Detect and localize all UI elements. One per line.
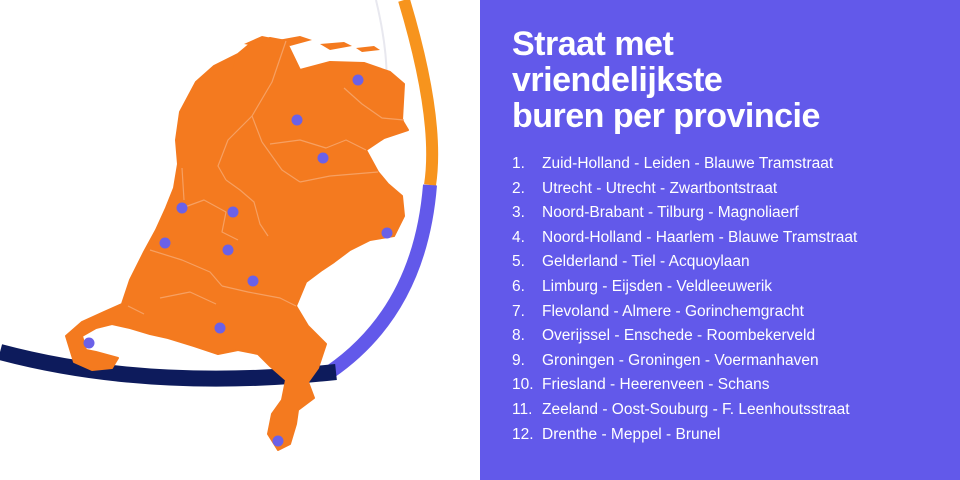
rank-text: Limburg - Eijsden - Veldleeuwerik — [542, 277, 773, 295]
curve-purple-segment — [326, 184, 437, 378]
ranking-item: 10. Friesland - Heerenveen - Schans — [512, 373, 936, 398]
ranking-item: 6. Limburg - Eijsden - Veldleeuwerik — [512, 275, 936, 300]
city-marker-utrecht — [222, 244, 234, 256]
title-line: buren per provincie — [512, 97, 820, 135]
city-marker-heerenveen — [291, 114, 303, 126]
province-border — [221, 285, 297, 307]
city-marker-enschede — [381, 227, 393, 239]
rank-text: Utrecht - Utrecht - Zwartbontstraat — [542, 179, 778, 197]
ranking-item: 8. Overijssel - Enschede - Roombekerveld — [512, 324, 936, 349]
rank-text: Overijssel - Enschede - Roombekerveld — [542, 327, 816, 345]
country-shape — [65, 36, 409, 451]
province-border — [181, 199, 239, 241]
rank-number: 7. — [512, 302, 525, 320]
island-vlieland — [244, 36, 272, 46]
province-border — [299, 171, 379, 183]
city-markers — [83, 74, 393, 447]
rank-text: Friesland - Heerenveen - Schans — [542, 376, 770, 394]
rank-number: 3. — [512, 204, 525, 222]
rank-text: Noord-Brabant - Tilburg - Magnoliaerf — [542, 204, 799, 222]
city-marker-tiel — [247, 275, 259, 287]
province-border — [181, 167, 185, 201]
city-marker-haarlem — [176, 202, 188, 214]
island-schiermonnikoog — [356, 46, 380, 52]
province-borders — [127, 40, 405, 315]
rank-number: 11. — [512, 400, 533, 418]
ranking-item: 9. Groningen - Groningen - Voermanhaven — [512, 349, 936, 374]
rank-number: 6. — [512, 277, 525, 295]
ranking-list: 1. Zuid-Holland - Leiden - Blauwe Tramstr… — [512, 152, 936, 447]
province-border — [261, 141, 301, 183]
rank-text: Zuid-Holland - Leiden - Blauwe Tramstraa… — [542, 155, 834, 172]
city-marker-tilburg — [214, 322, 226, 334]
rank-text: Flevoland - Almere - Gorinchemgracht — [542, 302, 804, 320]
rank-text: Noord-Holland - Haarlem - Blauwe Tramstr… — [542, 228, 858, 246]
island-terschelling — [278, 36, 312, 46]
province-border — [217, 115, 253, 181]
rank-number: 12. — [512, 425, 534, 443]
province-border — [251, 40, 287, 143]
ranking-item: 12. Drenthe - Meppel - Brunel — [512, 423, 936, 448]
rank-text: Drenthe - Meppel - Brunel — [542, 425, 721, 443]
title: Straat met vriendelijkste buren per prov… — [512, 26, 936, 134]
rank-number: 10. — [512, 376, 534, 394]
rank-number: 8. — [512, 327, 525, 345]
ranking-item: 11. Zeeland - Oost-Souburg - F. Leenhouts… — [512, 398, 936, 423]
rank-number: 1. — [512, 155, 525, 172]
province-border — [269, 139, 367, 151]
city-marker-meppel — [317, 152, 329, 164]
rank-number: 5. — [512, 253, 525, 271]
city-marker-groningen — [352, 74, 364, 86]
title-line: vriendelijkste — [512, 61, 723, 99]
island-texel — [218, 56, 236, 84]
province-border — [159, 291, 217, 305]
rank-number: 4. — [512, 228, 525, 246]
rank-number: 9. — [512, 351, 525, 369]
province-border — [149, 249, 223, 287]
city-marker-oost-souburg — [83, 337, 95, 349]
title-line: Straat met — [512, 25, 674, 63]
province-border — [127, 305, 145, 315]
rank-text: Zeeland - Oost-Souburg - F. Leenhoutsstr… — [542, 400, 850, 418]
city-marker-leiden — [159, 237, 171, 249]
province-border — [343, 87, 405, 121]
curve-orange-segment — [398, 0, 439, 186]
rank-text: Gelderland - Tiel - Acquoylaan — [542, 253, 750, 271]
ranking-item: 3. Noord-Brabant - Tilburg - Magnoliaerf — [512, 201, 936, 226]
rank-number: 2. — [512, 179, 525, 197]
ranking-item: 4. Noord-Holland - Haarlem - Blauwe Trams… — [512, 226, 936, 251]
ranking-item: 5. Gelderland - Tiel - Acquoylaan — [512, 250, 936, 275]
ranking-panel: Straat met vriendelijkste buren per prov… — [480, 0, 960, 480]
mainland — [65, 37, 409, 451]
ranking-item: 2. Utrecht - Utrecht - Zwartbontstraat — [512, 177, 936, 202]
rank-text: Groningen - Groningen - Voermanhaven — [542, 351, 819, 369]
province-border — [225, 179, 269, 237]
ranking-item: 7. Flevoland - Almere - Gorinchemgracht — [512, 300, 936, 325]
city-marker-almere — [227, 206, 239, 218]
city-marker-eijsden — [272, 435, 284, 447]
island-ameland — [320, 42, 352, 50]
ranking-item: 1. Zuid-Holland - Leiden - Blauwe Tramstr… — [512, 152, 936, 177]
